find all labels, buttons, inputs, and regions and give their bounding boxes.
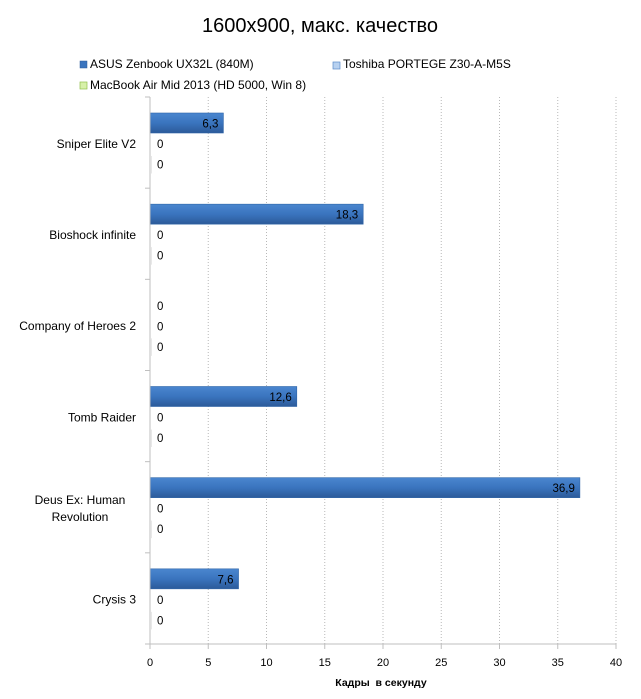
data-label-series-1-cat-3: 0 xyxy=(157,301,163,313)
legend-item-series-3: MacBook Air Mid 2013 (HD 5000, Win 8) xyxy=(79,78,306,92)
axes xyxy=(145,96,617,649)
data-labels: 6,3 0 0 18,3 0 0 0 0 0 12,6 0 0 36,9 0 0 7,6 0 0 xyxy=(157,119,575,628)
category-label-6: Crysis 3 xyxy=(93,593,137,607)
bars xyxy=(149,112,581,630)
category-labels: Sniper Elite V2 Bioshock infinite Company … xyxy=(19,137,136,607)
data-label-series-2-cat-2: 0 xyxy=(157,230,163,242)
x-axis-title: Кадры в секунду xyxy=(335,677,427,689)
category-label-5-line-2: Revolution xyxy=(52,510,109,524)
data-label-series-1-cat-2: 18,3 xyxy=(336,210,358,222)
x-tick-label-20: 20 xyxy=(377,657,389,669)
data-label-series-3-cat-4: 0 xyxy=(157,433,163,445)
bar-series-1-cat-2 xyxy=(149,203,364,225)
category-label-3: Company of Heroes 2 xyxy=(19,319,136,333)
data-label-series-1-cat-6: 7,6 xyxy=(218,574,234,586)
legend-item-series-1: ASUS Zenbook UX32L (840M) xyxy=(79,57,254,71)
legend-item-series-2: Toshiba PORTEGE Z30-A-M5S xyxy=(332,57,511,71)
category-label-1: Sniper Elite V2 xyxy=(57,137,137,151)
data-label-series-3-cat-6: 0 xyxy=(157,615,163,627)
gridlines xyxy=(207,97,617,644)
data-label-series-2-cat-6: 0 xyxy=(157,595,163,607)
legend-swatch-series-3 xyxy=(79,81,88,90)
data-label-series-2-cat-4: 0 xyxy=(157,413,163,425)
legend-swatch-series-1 xyxy=(79,60,88,69)
data-label-series-1-cat-4: 12,6 xyxy=(269,392,291,404)
x-tick-label-35: 35 xyxy=(552,657,564,669)
legend-label-series-1: ASUS Zenbook UX32L (840M) xyxy=(90,57,254,71)
x-tick-label-0: 0 xyxy=(147,657,153,669)
x-tick-label-10: 10 xyxy=(260,657,272,669)
data-label-series-2-cat-3: 0 xyxy=(157,321,163,333)
data-label-series-3-cat-1: 0 xyxy=(157,160,163,172)
x-tick-label-5: 5 xyxy=(205,657,211,669)
category-label-4: Tomb Raider xyxy=(68,410,136,424)
x-tick-labels: 0 5 10 15 20 25 30 35 40 xyxy=(147,657,622,669)
legend-label-series-2: Toshiba PORTEGE Z30-A-M5S xyxy=(343,57,511,71)
data-label-series-3-cat-3: 0 xyxy=(157,342,163,354)
data-label-series-1-cat-1: 6,3 xyxy=(202,119,218,131)
bar-series-1-cat-5 xyxy=(149,477,581,498)
data-label-series-1-cat-5: 36,9 xyxy=(552,483,574,495)
x-tick-label-25: 25 xyxy=(435,657,447,669)
chart-title: 1600x900, макс. качество xyxy=(202,15,438,37)
category-label-2: Bioshock infinite xyxy=(49,228,136,242)
data-label-series-3-cat-5: 0 xyxy=(157,524,163,536)
legend-label-series-3: MacBook Air Mid 2013 (HD 5000, Win 8) xyxy=(90,78,306,92)
category-label-5-line-1: Deus Ex: Human xyxy=(35,493,126,507)
legend-swatch-series-2 xyxy=(332,61,341,70)
data-label-series-2-cat-5: 0 xyxy=(157,504,163,516)
data-label-series-3-cat-2: 0 xyxy=(157,251,163,263)
x-tick-label-40: 40 xyxy=(610,657,622,669)
x-tick-label-30: 30 xyxy=(493,657,505,669)
legend: ASUS Zenbook UX32L (840M) Toshiba PORTEG… xyxy=(79,57,511,92)
x-tick-label-15: 15 xyxy=(319,657,331,669)
data-label-series-2-cat-1: 0 xyxy=(157,139,163,151)
